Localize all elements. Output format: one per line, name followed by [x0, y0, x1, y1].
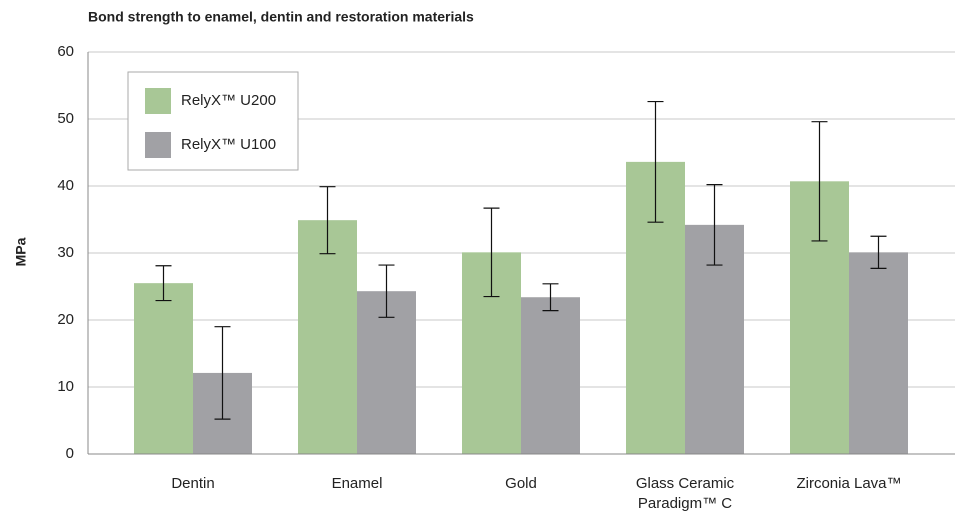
error-bar — [155, 265, 172, 302]
error-bar — [319, 186, 336, 255]
y-tick-label: 60 — [57, 43, 74, 60]
legend-label: RelyX™ U200 — [181, 92, 276, 109]
error-bar — [214, 326, 231, 420]
error-bar — [542, 283, 559, 312]
bar — [521, 297, 580, 454]
y-tick-label: 10 — [57, 378, 74, 395]
x-tick-label: Gold — [505, 475, 537, 492]
bar — [134, 283, 193, 454]
error-bar — [483, 207, 500, 298]
x-tick-label: Dentin — [171, 475, 215, 492]
y-tick-label: 30 — [57, 244, 74, 261]
bar — [298, 220, 357, 454]
y-axis-label: MPa — [13, 237, 29, 266]
bar — [357, 291, 416, 454]
error-bar — [378, 264, 395, 318]
error-bar — [647, 100, 664, 223]
y-tick-label: 0 — [66, 445, 74, 462]
legend-swatch — [145, 88, 171, 114]
error-bar — [706, 184, 723, 266]
error-bar — [811, 121, 828, 242]
legend-swatch — [145, 132, 171, 158]
legend-label: RelyX™ U100 — [181, 136, 276, 153]
y-tick-label: 20 — [57, 311, 74, 328]
y-tick-label: 50 — [57, 110, 74, 127]
x-tick-label: Zirconia Lava™ — [796, 475, 902, 492]
error-bar — [870, 235, 887, 270]
x-tick-label: Glass Ceramic Paradigm™ C — [635, 475, 735, 512]
y-tick-label: 40 — [57, 177, 74, 194]
bar — [849, 252, 908, 454]
chart-title: Bond strength to enamel, dentin and rest… — [88, 9, 474, 25]
x-tick-label: Enamel — [331, 475, 383, 492]
